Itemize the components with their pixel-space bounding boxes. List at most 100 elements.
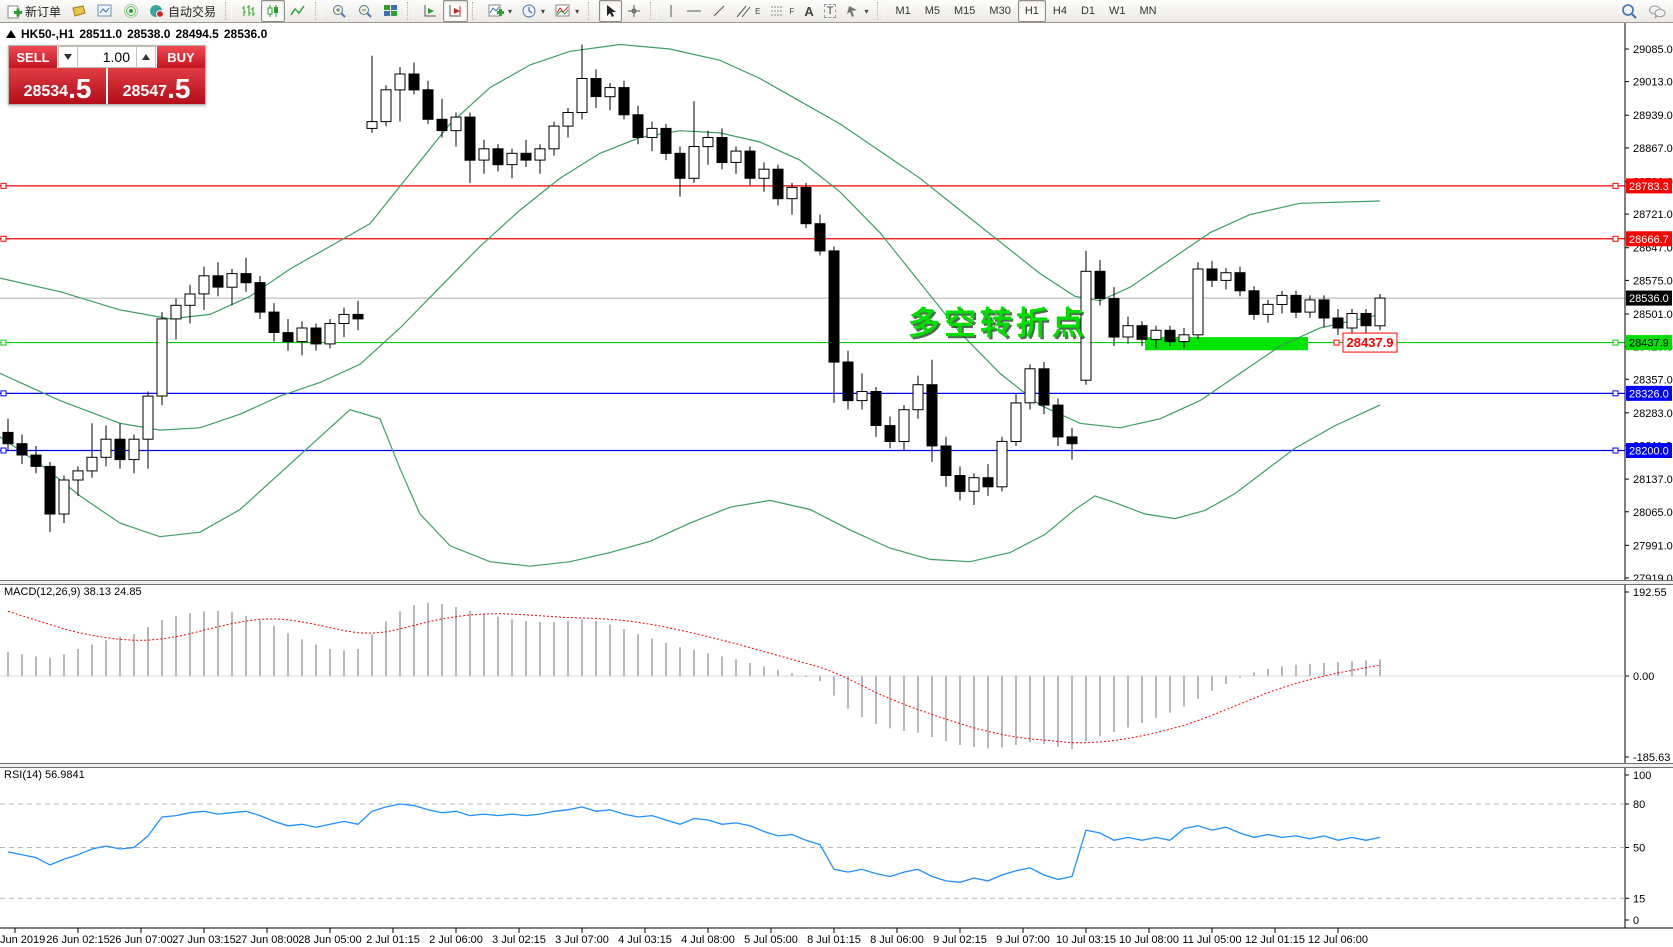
signals-button[interactable] bbox=[118, 0, 144, 22]
periods-button[interactable]: ▾ bbox=[517, 0, 550, 22]
bar-chart-button[interactable] bbox=[236, 0, 261, 22]
autotrade-button[interactable]: 自动交易 bbox=[144, 0, 221, 22]
toolbar-separator bbox=[472, 2, 480, 20]
svg-text:12 Jul 06:00: 12 Jul 06:00 bbox=[1308, 934, 1368, 946]
svg-text:28326.0: 28326.0 bbox=[1629, 388, 1669, 400]
symbol-info: HK50-,H1 28511.0 28538.0 28494.5 28536.0 bbox=[6, 27, 267, 41]
svg-text:28501.0: 28501.0 bbox=[1633, 309, 1673, 321]
svg-text:28575.0: 28575.0 bbox=[1633, 275, 1673, 287]
symbol-title: HK50-,H1 bbox=[21, 27, 75, 41]
volume-up-button[interactable] bbox=[136, 46, 156, 68]
text-label-button[interactable]: T bbox=[819, 0, 842, 22]
timeframe-M1[interactable]: M1 bbox=[895, 5, 911, 17]
crosshair-button[interactable] bbox=[622, 0, 646, 22]
chart-shift-button[interactable] bbox=[443, 0, 469, 22]
indicators-button[interactable]: ▾ bbox=[483, 0, 517, 22]
channel-icon bbox=[736, 4, 751, 18]
chat-button[interactable] bbox=[1643, 0, 1671, 22]
chart-annotation-text[interactable]: 多空转折点 bbox=[908, 305, 1089, 341]
svg-text:28721.0: 28721.0 bbox=[1633, 209, 1673, 221]
ask-price-button[interactable]: 28547 .5 bbox=[106, 68, 205, 104]
auto-scroll-button[interactable] bbox=[418, 0, 443, 22]
chevron-down-icon: ▾ bbox=[575, 6, 580, 16]
svg-text:11 Jul 05:00: 11 Jul 05:00 bbox=[1182, 934, 1241, 946]
ask-price-main: 28547 bbox=[122, 83, 168, 100]
template-icon bbox=[555, 4, 571, 18]
svg-text:8 Jul 01:15: 8 Jul 01:15 bbox=[807, 934, 861, 946]
ask-price-frac: .5 bbox=[167, 73, 191, 104]
vertical-line-button[interactable] bbox=[661, 0, 681, 22]
svg-text:29013.0: 29013.0 bbox=[1633, 77, 1673, 89]
cursor-icon bbox=[604, 4, 617, 18]
cursor-button[interactable] bbox=[599, 0, 623, 22]
candlestick-chart-button[interactable] bbox=[261, 0, 286, 22]
timeframe-MN[interactable]: MN bbox=[1139, 5, 1157, 17]
timeframe-H4[interactable]: H4 bbox=[1052, 5, 1067, 17]
chart-profiles-button[interactable] bbox=[66, 0, 92, 22]
arrows-icon bbox=[846, 4, 860, 18]
rsi-label: RSI(14) 56.9841 bbox=[4, 769, 85, 781]
new-order-label: 新订单 bbox=[25, 4, 62, 19]
zoom-in-icon bbox=[331, 4, 347, 19]
svg-text:28357.0: 28357.0 bbox=[1633, 374, 1673, 386]
time-axis[interactable] bbox=[0, 928, 1625, 947]
templates-button[interactable]: ▾ bbox=[550, 0, 584, 22]
market-watch-button[interactable] bbox=[92, 0, 118, 22]
zoom-out-button[interactable] bbox=[352, 0, 378, 22]
tile-windows-button[interactable] bbox=[378, 0, 403, 22]
timeframe-M30[interactable]: M30 bbox=[989, 5, 1011, 17]
ohlc-close: 28536.0 bbox=[223, 27, 268, 41]
svg-text:26 Jun 07:00: 26 Jun 07:00 bbox=[109, 934, 173, 946]
auto-scroll-icon bbox=[423, 4, 438, 18]
line-chart-icon bbox=[290, 4, 306, 18]
channel-button[interactable]: E bbox=[731, 0, 765, 22]
new-order-button[interactable]: 新订单 bbox=[2, 0, 66, 22]
line-chart-button[interactable] bbox=[285, 0, 311, 22]
zoom-in-button[interactable] bbox=[326, 0, 352, 22]
search-button[interactable] bbox=[1616, 0, 1643, 22]
pane-separator[interactable] bbox=[0, 580, 1673, 585]
svg-text:25 Jun 2019: 25 Jun 2019 bbox=[0, 934, 45, 946]
timeframe-M5[interactable]: M5 bbox=[924, 5, 941, 17]
price-axis[interactable] bbox=[1625, 23, 1673, 928]
volume-down-button[interactable] bbox=[58, 46, 78, 68]
toolbar-separator bbox=[407, 2, 415, 20]
text-button[interactable]: A bbox=[799, 0, 818, 22]
volume-input[interactable]: 1.00 bbox=[78, 46, 136, 68]
svg-text:27991.0: 27991.0 bbox=[1633, 540, 1673, 552]
timeframe-M15[interactable]: M15 bbox=[954, 5, 976, 17]
svg-text:10 Jul 08:00: 10 Jul 08:00 bbox=[1119, 934, 1179, 946]
svg-text:-185.63: -185.63 bbox=[1633, 752, 1670, 764]
arrows-button[interactable]: ▾ bbox=[841, 0, 873, 22]
trendline-button[interactable] bbox=[707, 0, 731, 22]
svg-text:28137.0: 28137.0 bbox=[1633, 474, 1673, 486]
svg-text:8 Jul 06:00: 8 Jul 06:00 bbox=[870, 934, 924, 946]
collapse-trade-panel-icon[interactable] bbox=[6, 30, 16, 38]
signal-icon bbox=[123, 4, 139, 18]
fibonacci-icon bbox=[770, 4, 785, 18]
market-window-icon bbox=[97, 4, 113, 18]
bid-price-button[interactable]: 28534 .5 bbox=[9, 68, 106, 104]
horizontal-line-button[interactable] bbox=[681, 0, 707, 22]
pane-separator[interactable] bbox=[0, 763, 1673, 768]
timeframe-group: M1 M5 M15 M30 H1 H4 D1 W1 MN bbox=[886, 0, 1165, 22]
zoom-out-icon bbox=[357, 4, 373, 19]
bid-price-main: 28534 bbox=[23, 83, 69, 100]
svg-text:26 Jun 02:15: 26 Jun 02:15 bbox=[46, 934, 110, 946]
buy-button[interactable]: BUY bbox=[156, 46, 205, 68]
horizontal-line-icon bbox=[686, 4, 702, 18]
timeframe-W1[interactable]: W1 bbox=[1109, 5, 1126, 17]
toolbar-separator bbox=[225, 2, 233, 20]
sell-button[interactable]: SELL bbox=[9, 46, 58, 68]
timeframe-D1[interactable]: D1 bbox=[1080, 5, 1096, 17]
fibonacci-button[interactable]: F bbox=[765, 0, 799, 22]
toolbar-separator bbox=[877, 2, 885, 20]
svg-text:9 Jul 07:00: 9 Jul 07:00 bbox=[996, 934, 1050, 946]
toolbar-separator bbox=[588, 2, 596, 20]
timeframe-H1[interactable]: H1 bbox=[1017, 0, 1046, 22]
svg-text:28 Jun 05:00: 28 Jun 05:00 bbox=[298, 934, 362, 946]
ohlc-high: 28538.0 bbox=[127, 27, 171, 41]
svg-text:28200.0: 28200.0 bbox=[1629, 446, 1669, 458]
